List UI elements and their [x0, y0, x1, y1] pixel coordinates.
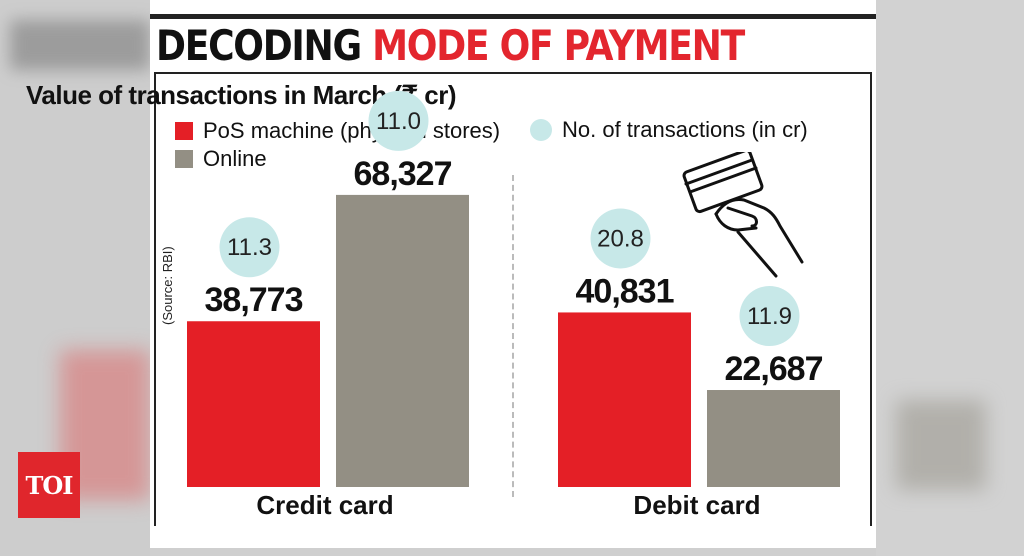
- bar-credit-card-pos: [187, 321, 320, 487]
- category-label: Credit card: [256, 490, 393, 520]
- bar-debit-card-pos: [558, 312, 691, 487]
- transactions-label: 20.8: [597, 225, 644, 252]
- legend-pos: PoS machine (physical stores): [175, 118, 500, 144]
- toi-logo: TOI: [18, 452, 80, 518]
- transactions-label: 11.0: [376, 108, 421, 135]
- transactions-label: 11.9: [747, 303, 792, 330]
- bar-value-label: 40,831: [576, 272, 674, 310]
- top-rule: [150, 14, 876, 19]
- transactions-label: 11.3: [227, 234, 272, 261]
- transactions-bubble: [368, 90, 429, 151]
- chart-frame: [154, 72, 872, 526]
- bar-value-label: 22,687: [725, 350, 823, 388]
- legend-swatch-online: [175, 150, 193, 168]
- legend-swatch-transactions: [530, 119, 552, 141]
- legend-online: Online: [175, 146, 267, 172]
- headline-part-1: DECODING: [156, 21, 362, 70]
- bar-value-label: 68,327: [354, 155, 452, 193]
- bar-value-label: 38,773: [205, 281, 303, 319]
- transactions-bubble: [739, 286, 800, 347]
- legend-swatch-pos: [175, 122, 193, 140]
- category-label: Debit card: [633, 490, 760, 520]
- bar-debit-card-online: [707, 390, 840, 487]
- toi-logo-text: TOI: [25, 470, 74, 500]
- transactions-bubble: [219, 217, 280, 278]
- bar-credit-card-online: [336, 194, 469, 487]
- headline-part-2: MODE OF PAYMENT: [372, 21, 745, 70]
- transactions-bubble: [590, 208, 651, 269]
- background-blur-right: [876, 0, 1024, 556]
- hand-holding-card-icon: [682, 152, 804, 278]
- legend-label-transactions: No. of transactions (in cr): [562, 117, 808, 142]
- legend-transactions: No. of transactions (in cr): [530, 117, 808, 143]
- legend-label-online: Online: [203, 146, 267, 171]
- group-divider: [512, 175, 514, 497]
- legend-label-pos: PoS machine (physical stores): [203, 118, 501, 143]
- headline: DECODING MODE OF PAYMENT: [156, 21, 745, 70]
